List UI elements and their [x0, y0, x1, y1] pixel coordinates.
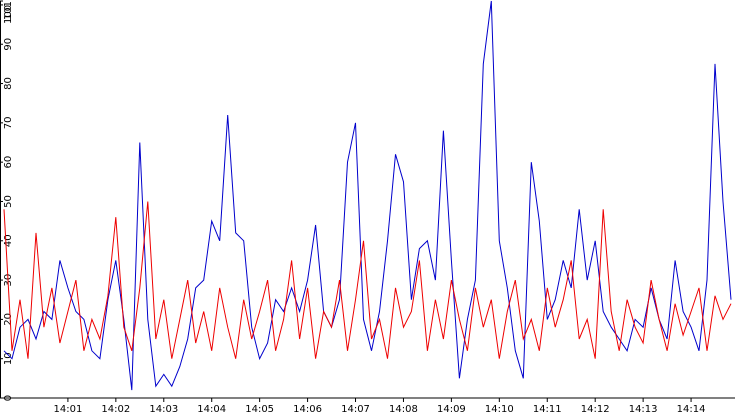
x-tick-label: 14:05: [245, 404, 274, 415]
x-tick-label: 14:14: [677, 404, 706, 415]
y-tick-label: 70: [3, 116, 14, 129]
x-tick-label: 14:04: [197, 404, 226, 415]
x-tick-label: 14:08: [389, 404, 418, 415]
x-tick-label: 14:10: [485, 404, 514, 415]
x-tick-label: 14:11: [533, 404, 562, 415]
y-tick-label: 90: [3, 38, 14, 51]
y-tick-label: 101: [3, 1, 14, 20]
y-tick-label: 60: [3, 156, 14, 169]
x-tick-label: 14:06: [293, 404, 322, 415]
y-tick-label: 40: [3, 234, 14, 247]
series-line: [3, 201, 732, 359]
x-tick-label: 14:01: [53, 404, 82, 415]
y-tick-label: 10: [3, 352, 14, 365]
y-tick-label: 0: [3, 395, 14, 401]
x-tick-label: 14:07: [341, 404, 370, 415]
x-tick-label: 14:12: [581, 404, 610, 415]
x-tick-label: 14:13: [629, 404, 658, 415]
y-tick-label: 50: [3, 195, 14, 208]
x-tick-label: 14:09: [437, 404, 466, 415]
y-tick-label: 100: [3, 5, 14, 24]
y-tick-label: 20: [3, 313, 14, 326]
x-tick-label: 14:02: [101, 404, 130, 415]
x-tick-label: 14:03: [149, 404, 178, 415]
y-tick-label: 80: [3, 77, 14, 90]
